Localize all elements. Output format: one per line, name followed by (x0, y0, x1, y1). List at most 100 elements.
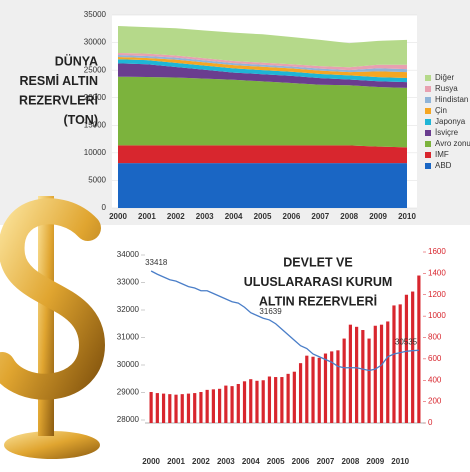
y-tick-label: 25000 (84, 65, 107, 74)
bar (274, 377, 278, 423)
x-tick-label: 2008 (340, 212, 358, 221)
y-tick-label: 29000 (117, 388, 140, 397)
bar (311, 356, 315, 423)
bar (286, 373, 290, 423)
legend-label: Rusya (435, 84, 458, 93)
bar (249, 379, 253, 423)
bar (342, 338, 346, 423)
bar (155, 393, 159, 423)
y-tick-label: 35000 (84, 10, 107, 19)
legend-swatch (425, 119, 431, 125)
y2-tick-label: 1200 (428, 290, 446, 299)
x-tick-label: 2001 (167, 457, 185, 466)
bar (149, 392, 153, 423)
area (118, 76, 407, 148)
bar (379, 324, 384, 423)
chart-title: (TON) (64, 113, 99, 127)
y2-tick-label: 1600 (428, 247, 446, 256)
bar (199, 392, 203, 423)
bar (161, 393, 166, 423)
coin (4, 431, 100, 459)
legend-swatch (425, 163, 431, 169)
y-tick-label: 20000 (84, 93, 107, 102)
bar (205, 389, 209, 423)
area (118, 59, 407, 83)
area (118, 145, 407, 164)
bar (180, 394, 184, 423)
area (118, 26, 407, 68)
y2-tick-label: 1400 (428, 268, 446, 277)
x-tick-label: 2002 (167, 212, 185, 221)
bar (224, 385, 228, 423)
y2-tick-label: 800 (428, 333, 442, 342)
dollar-bar (38, 196, 54, 436)
chart-title: ALTIN REZERVLERİ (259, 293, 377, 308)
y-tick-label: 34000 (117, 250, 140, 259)
y-tick-label: 28000 (117, 415, 140, 424)
legend-label: Japonya (435, 117, 466, 126)
x-tick-label: 2007 (311, 212, 329, 221)
x-tick-label: 2009 (369, 212, 387, 221)
line (150, 270, 419, 372)
legend-label: ABD (435, 161, 452, 170)
chart-title: RESMİ ALTIN (20, 73, 98, 88)
y2-tick-label: 200 (428, 397, 442, 406)
area (118, 55, 407, 73)
legend-swatch (425, 97, 431, 103)
bar (255, 380, 259, 423)
area (118, 163, 407, 208)
y-tick-label: 32000 (117, 305, 140, 314)
dollar-s (0, 198, 106, 400)
y-tick-label: 15000 (84, 120, 107, 129)
chart-title: REZERVLERİ (19, 92, 98, 107)
bar (267, 376, 272, 423)
x-tick-label: 2002 (192, 457, 210, 466)
x-tick-label: 2000 (109, 212, 127, 221)
bar (355, 326, 359, 423)
bar (361, 330, 365, 423)
bar (392, 305, 396, 423)
area (118, 63, 407, 88)
bar (336, 350, 340, 423)
area (118, 57, 407, 78)
legend-label: Diğer (435, 73, 454, 82)
area (118, 52, 407, 71)
bar (261, 380, 265, 423)
y-tick-label: 10000 (84, 148, 107, 157)
x-tick-label: 2003 (217, 457, 235, 466)
bar (398, 304, 402, 423)
y2-tick-label: 600 (428, 354, 442, 363)
bar (292, 371, 296, 423)
bar (330, 351, 334, 423)
data-label: 33418 (145, 258, 168, 267)
dollar-icon (0, 196, 106, 459)
legend-label: İsviçre (435, 128, 459, 137)
x-tick-label: 2007 (317, 457, 335, 466)
bar (174, 394, 178, 423)
bar (373, 325, 377, 423)
x-tick-label: 2005 (254, 212, 272, 221)
y-tick-label: 30000 (117, 360, 140, 369)
bar (236, 383, 240, 423)
bar (230, 386, 234, 423)
y-tick-label: 33000 (117, 278, 140, 287)
bar (417, 275, 421, 423)
legend-swatch (425, 141, 431, 147)
bar (404, 294, 409, 423)
x-tick-label: 2004 (242, 457, 260, 466)
bar (218, 388, 222, 423)
bar (367, 338, 371, 423)
chart-title: ULUSLARARASI KURUM (244, 275, 393, 289)
x-tick-label: 2000 (142, 457, 160, 466)
data-label: 31639 (259, 307, 282, 316)
chart-title: DÜNYA (55, 53, 98, 68)
bar (386, 321, 390, 423)
x-tick-label: 2010 (398, 212, 416, 221)
x-tick-label: 2010 (391, 457, 409, 466)
legend-label: Avro zonu (435, 139, 470, 148)
x-tick-label: 2003 (196, 212, 214, 221)
bar (348, 324, 352, 423)
legend-label: Hindistan (435, 95, 468, 104)
bar (242, 381, 247, 423)
bar (193, 393, 197, 423)
